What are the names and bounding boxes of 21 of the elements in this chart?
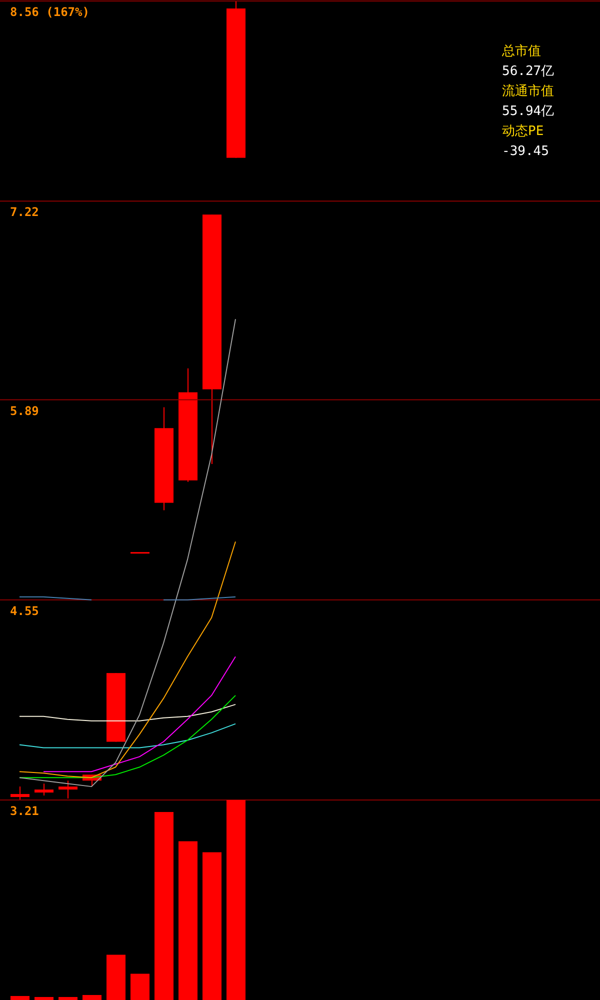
y-tick-label: 8.56 (167%) bbox=[10, 5, 90, 19]
text: -39.45 bbox=[502, 143, 550, 161]
text: 总市值 bbox=[502, 43, 542, 61]
text: 动态PE bbox=[502, 123, 545, 141]
bar bbox=[10, 996, 30, 1000]
y-tick-label: 5.89 bbox=[10, 404, 39, 418]
y-tick-label: 3.21 bbox=[10, 804, 39, 818]
bar bbox=[154, 812, 174, 1000]
bar bbox=[178, 841, 198, 1000]
y-tick-label: 4.55 bbox=[10, 604, 39, 618]
text: 56.27亿 bbox=[502, 63, 554, 81]
bar bbox=[130, 974, 150, 1000]
bar bbox=[82, 995, 102, 1000]
bar bbox=[34, 997, 54, 1000]
text: 流通市值 bbox=[502, 83, 554, 101]
bar bbox=[106, 954, 126, 1000]
bar bbox=[202, 852, 222, 1000]
text: 55.94亿 bbox=[502, 103, 554, 121]
bar bbox=[226, 800, 246, 1000]
y-tick-label: 7.22 bbox=[10, 205, 39, 220]
bar bbox=[58, 997, 78, 1000]
